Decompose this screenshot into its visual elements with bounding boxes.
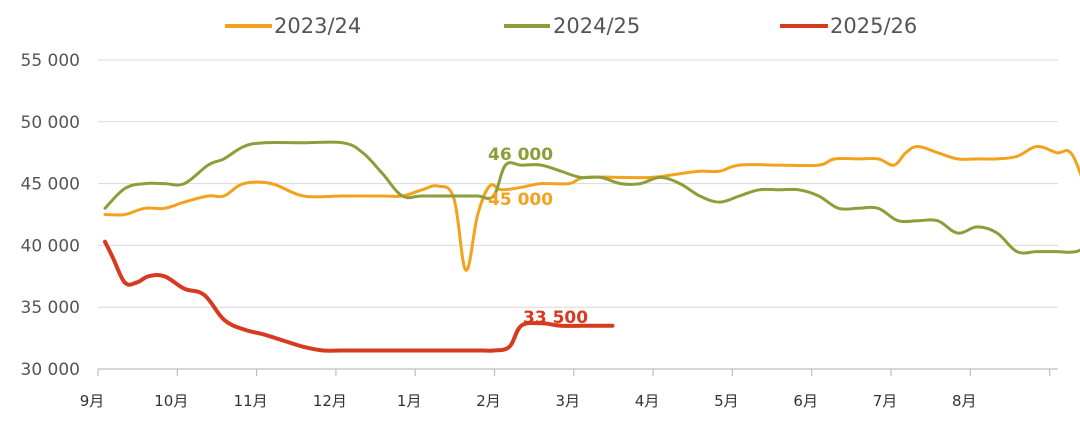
x-tick-label: 12月 bbox=[313, 392, 347, 410]
end-labels: 45 000 46 000 33 500 bbox=[488, 145, 588, 328]
y-tick-label: 35 000 bbox=[21, 298, 80, 318]
x-tick-label: 11月 bbox=[234, 392, 268, 410]
y-tick-label: 45 000 bbox=[21, 175, 80, 195]
legend-item-2023-24: 2023/24 bbox=[225, 14, 361, 38]
legend-item-2025-26: 2025/26 bbox=[780, 14, 917, 38]
gridlines bbox=[98, 59, 1058, 308]
x-tick-label: 9月 bbox=[80, 392, 105, 410]
y-tick-label: 55 000 bbox=[21, 51, 80, 71]
y-tick-label: 30 000 bbox=[21, 360, 80, 380]
x-tick-label: 10月 bbox=[154, 392, 188, 410]
y-tick-label: 40 000 bbox=[21, 236, 80, 256]
x-axis: 9月 10月 11月 12月 1月 2月 3月 4月 5月 6月 7月 8月 bbox=[80, 368, 1058, 410]
label-2024-25-value: 46 000 bbox=[488, 145, 553, 165]
x-tick-label: 8月 bbox=[952, 392, 977, 410]
legend-label-2024-25: 2024/25 bbox=[553, 14, 640, 38]
label-2025-26-value: 33 500 bbox=[523, 308, 588, 328]
x-tick-label: 3月 bbox=[556, 392, 581, 410]
legend-item-2024-25: 2024/25 bbox=[504, 14, 640, 38]
series-lines bbox=[103, 140, 1080, 353]
x-tick-label: 5月 bbox=[714, 392, 739, 410]
y-axis-ticks: 55 000 50 000 45 000 40 000 35 000 30 000 bbox=[21, 51, 80, 380]
legend: 2023/24 2024/25 2025/26 bbox=[225, 14, 917, 38]
legend-label-2025-26: 2025/26 bbox=[830, 14, 917, 38]
y-tick-label: 50 000 bbox=[21, 113, 80, 133]
series-2025-26-line bbox=[103, 239, 615, 353]
series-2024-25-line bbox=[103, 140, 1080, 255]
x-tick-label: 4月 bbox=[635, 392, 660, 410]
x-tick-label: 1月 bbox=[397, 392, 422, 410]
x-tick-label: 7月 bbox=[873, 392, 898, 410]
legend-label-2023-24: 2023/24 bbox=[274, 14, 361, 38]
x-tick-label: 2月 bbox=[476, 392, 501, 410]
label-2023-24-value: 45 000 bbox=[488, 190, 553, 210]
x-tick-label: 6月 bbox=[793, 392, 818, 410]
series-2023-24-line bbox=[103, 144, 1080, 272]
